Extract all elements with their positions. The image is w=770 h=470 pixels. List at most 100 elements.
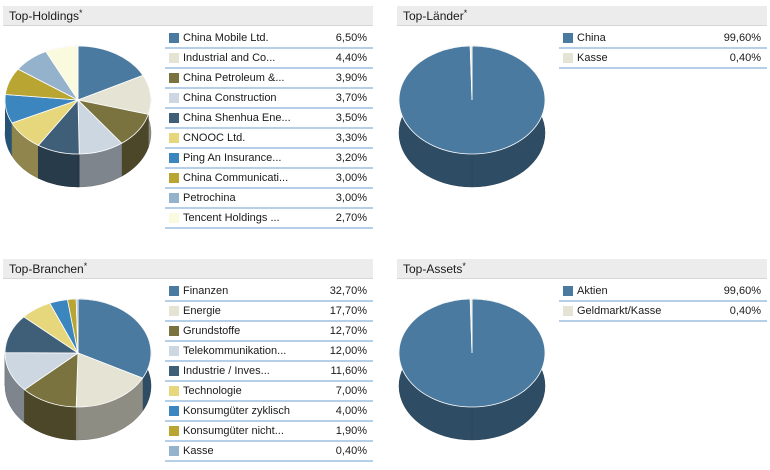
legend-value: 99,60% xyxy=(723,32,761,44)
legend-swatch xyxy=(169,326,179,336)
legend-value: 0,40% xyxy=(729,52,761,64)
legend-swatch xyxy=(169,366,179,376)
legend-swatch xyxy=(169,53,179,63)
panel-title-text: Top-Länder xyxy=(403,9,464,23)
legend-value: 4,00% xyxy=(335,405,367,417)
legend-item: China Shenhua Ene... 3,50% xyxy=(165,110,373,129)
legend-label: Kasse xyxy=(577,52,608,64)
legend-value: 3,00% xyxy=(335,172,367,184)
panel-title: Top-Assets* xyxy=(397,259,767,279)
legend-label: Industrial and Co... xyxy=(183,52,276,64)
legend-value: 12,70% xyxy=(329,325,367,337)
pie-slice-side xyxy=(75,406,79,441)
pie-chart-holdings xyxy=(4,45,152,188)
legend-swatch xyxy=(169,33,179,43)
legend-swatch xyxy=(563,53,573,63)
legend-swatch xyxy=(563,306,573,316)
legend-label: Konsumgüter nicht... xyxy=(183,425,284,437)
pie-slice xyxy=(77,298,152,379)
legend-swatch xyxy=(169,193,179,203)
panel-title-text: Top-Assets xyxy=(403,262,463,276)
legend-swatch xyxy=(169,426,179,436)
footnote-mark: * xyxy=(463,8,468,18)
legend-label: Petrochina xyxy=(183,192,236,204)
legend-value: 11,60% xyxy=(330,365,368,377)
legend-item: Finanzen 32,70% xyxy=(165,283,373,302)
legend-value: 3,90% xyxy=(335,72,367,84)
legend-value: 2,70% xyxy=(335,212,367,224)
legend-swatch xyxy=(169,213,179,223)
legend-item: Ping An Insurance... 3,20% xyxy=(165,150,373,169)
panel-title: Top-Holdings* xyxy=(3,6,373,26)
legend-swatch xyxy=(169,173,179,183)
legend-swatch xyxy=(169,133,179,143)
legend-item: Konsumgüter zyklisch 4,00% xyxy=(165,403,373,422)
pie-slice xyxy=(469,45,473,101)
legend-item: Tencent Holdings ... 2,70% xyxy=(165,210,373,229)
legend-item: Energie 17,70% xyxy=(165,303,373,322)
panel-title: Top-Länder* xyxy=(397,6,767,26)
legend-swatch xyxy=(169,93,179,103)
legend-item: Kasse 0,40% xyxy=(559,50,767,69)
panel-title-text: Top-Branchen xyxy=(9,262,84,276)
legend-label: Konsumgüter zyklisch xyxy=(183,405,290,417)
legend-assets: Aktien 99,60% Geldmarkt/Kasse 0,40% xyxy=(559,283,767,323)
legend-value: 0,40% xyxy=(729,305,761,317)
panel-top-assets: Top-Assets* Aktien 99,60% Geldmarkt/Kasse 0… xyxy=(397,259,767,441)
legend-item: China Construction 3,70% xyxy=(165,90,373,109)
legend-label: CNOOC Ltd. xyxy=(183,132,246,144)
legend-swatch xyxy=(169,346,179,356)
footnote-mark: * xyxy=(83,261,88,271)
panel-title: Top-Branchen* xyxy=(3,259,373,279)
legend-label: China Communicati... xyxy=(183,172,289,184)
panel-top-branchen: Top-Branchen* Finanzen 32,70% Energie 17,70… xyxy=(3,259,373,462)
legend-value: 0,40% xyxy=(335,445,367,457)
legend-value: 3,20% xyxy=(335,152,367,164)
legend-item: Grundstoffe 12,70% xyxy=(165,323,373,342)
legend-value: 12,00% xyxy=(329,345,367,357)
legend-item: China 99,60% xyxy=(559,30,767,49)
legend-item: China Mobile Ltd. 6,50% xyxy=(165,30,373,49)
pie-slice xyxy=(45,45,79,102)
legend-holdings: China Mobile Ltd. 6,50% Industrial and Co.… xyxy=(165,30,373,230)
legend-item: Geldmarkt/Kasse 0,40% xyxy=(559,303,767,322)
legend-label: Industrie / Inves... xyxy=(183,365,270,377)
legend-label: Geldmarkt/Kasse xyxy=(577,305,662,317)
legend-item: Kasse 0,40% xyxy=(165,443,373,462)
legend-swatch xyxy=(169,306,179,316)
legend-swatch xyxy=(563,286,573,296)
pie-slice xyxy=(469,298,473,354)
legend-value: 3,70% xyxy=(335,92,367,104)
legend-label: Ping An Insurance... xyxy=(183,152,282,164)
panel-top-holdings: Top-Holdings* China Mobile Ltd. 6,50% Indu… xyxy=(3,6,373,229)
legend-label: Energie xyxy=(183,305,221,317)
footnote-mark: * xyxy=(79,8,83,18)
legend-label: Technologie xyxy=(183,385,242,397)
legend-swatch xyxy=(169,386,179,396)
legend-swatch xyxy=(169,446,179,456)
legend-swatch xyxy=(563,33,573,43)
footnote-mark: * xyxy=(462,261,466,271)
legend-item: Konsumgüter nicht... 1,90% xyxy=(165,423,373,442)
legend-label: Grundstoffe xyxy=(183,325,241,337)
legend-label: Aktien xyxy=(577,285,608,297)
legend-label: Kasse xyxy=(183,445,214,457)
legend-swatch xyxy=(169,153,179,163)
legend-item: Telekommunikation... 12,00% xyxy=(165,343,373,362)
legend-value: 3,30% xyxy=(335,132,367,144)
legend-value: 3,50% xyxy=(335,112,367,124)
legend-label: China Petroleum &... xyxy=(183,72,285,84)
pie-chart-laender xyxy=(398,45,546,188)
pie-slice-side xyxy=(77,153,80,188)
legend-item: China Communicati... 3,00% xyxy=(165,170,373,189)
legend-value: 32,70% xyxy=(329,285,367,297)
legend-item: Industrial and Co... 4,40% xyxy=(165,50,373,69)
legend-label: Tencent Holdings ... xyxy=(183,212,280,224)
legend-swatch xyxy=(169,286,179,296)
legend-value: 17,70% xyxy=(329,305,367,317)
pie-slice xyxy=(75,352,144,408)
legend-value: 6,50% xyxy=(335,32,367,44)
legend-label: Telekommunikation... xyxy=(183,345,287,357)
legend-label: China Mobile Ltd. xyxy=(183,32,269,44)
legend-item: Petrochina 3,00% xyxy=(165,190,373,209)
